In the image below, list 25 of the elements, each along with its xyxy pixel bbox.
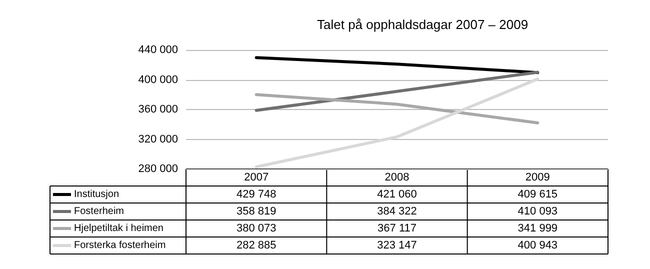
chart-title: Talet på opphaldsdagar 2007 – 2009 — [317, 17, 528, 32]
y-tick-label: 400 000 — [138, 74, 178, 86]
data-label: 400 943 — [518, 240, 558, 252]
legend-label: Hjelpetiltak i heimen — [74, 223, 164, 234]
y-tick-label: 320 000 — [138, 133, 178, 146]
data-label: 323 147 — [377, 240, 417, 252]
legend-label: Fosterheim — [74, 206, 124, 217]
data-label: 358 819 — [236, 206, 276, 218]
data-label: 410 093 — [518, 206, 558, 218]
y-tick-label: 440 000 — [138, 44, 178, 56]
data-label: 429 748 — [236, 188, 276, 200]
data-label: 384 322 — [377, 206, 417, 218]
y-tick-label: 280 000 — [138, 163, 178, 175]
legend-label: Institusjon — [74, 189, 120, 200]
data-label: 409 615 — [518, 188, 558, 200]
data-label: 367 117 — [378, 222, 416, 234]
data-label: 380 073 — [236, 222, 276, 234]
y-tick-label: 360 000 — [138, 104, 178, 116]
legend-label: Forsterka fosterheim — [74, 240, 166, 251]
data-label: 282 885 — [236, 240, 276, 252]
data-label: 341 999 — [518, 222, 558, 234]
x-tick-label: 2009 — [525, 172, 550, 184]
data-label: 421 060 — [377, 188, 417, 200]
x-tick-label: 2008 — [384, 172, 410, 184]
x-tick-label: 2007 — [244, 172, 269, 184]
